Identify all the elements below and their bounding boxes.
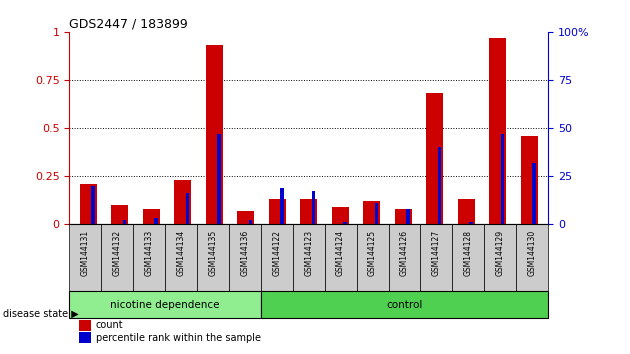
Bar [237, 211, 255, 224]
Bar [389, 224, 420, 291]
Bar [122, 220, 126, 224]
Bar [165, 224, 197, 291]
Text: GSM144131: GSM144131 [81, 229, 89, 276]
Text: GSM144122: GSM144122 [272, 229, 281, 275]
Bar [261, 291, 548, 318]
Text: GDS2447 / 183899: GDS2447 / 183899 [69, 18, 188, 31]
Bar [324, 224, 357, 291]
Bar [300, 199, 318, 224]
Bar [142, 209, 160, 224]
Bar [484, 224, 516, 291]
Text: percentile rank within the sample: percentile rank within the sample [96, 333, 261, 343]
Text: GSM144133: GSM144133 [145, 229, 154, 276]
Bar [69, 291, 261, 318]
Text: GSM144126: GSM144126 [400, 229, 409, 276]
Bar [197, 224, 229, 291]
Bar [293, 224, 324, 291]
Bar [217, 134, 221, 224]
Text: GSM144128: GSM144128 [464, 229, 472, 275]
Bar [420, 224, 452, 291]
Text: GSM144136: GSM144136 [241, 229, 249, 276]
Bar [79, 320, 91, 331]
Bar [452, 224, 484, 291]
Bar [185, 193, 189, 224]
Text: GSM144127: GSM144127 [432, 229, 441, 276]
Bar [489, 38, 507, 224]
Bar [457, 199, 475, 224]
Text: count: count [96, 320, 123, 330]
Bar [174, 180, 192, 224]
Bar [133, 224, 165, 291]
Text: GSM144130: GSM144130 [528, 229, 537, 276]
Bar [437, 147, 441, 224]
Bar [91, 186, 94, 224]
Bar [261, 224, 293, 291]
Bar [363, 201, 381, 224]
Bar [101, 224, 133, 291]
Text: disease state ▶: disease state ▶ [3, 308, 79, 318]
Text: GSM144135: GSM144135 [209, 229, 217, 276]
Bar [469, 222, 472, 224]
Bar [516, 224, 548, 291]
Bar [205, 45, 223, 224]
Bar [520, 136, 538, 224]
Bar [312, 192, 316, 224]
Text: GSM144129: GSM144129 [496, 229, 505, 276]
Bar [532, 162, 536, 224]
Bar [280, 188, 284, 224]
Bar [331, 207, 349, 224]
Bar [406, 209, 410, 224]
Bar [154, 218, 158, 224]
Text: GSM144123: GSM144123 [304, 229, 313, 276]
Bar [111, 205, 129, 224]
Bar [500, 134, 504, 224]
Bar [394, 209, 412, 224]
Bar [268, 199, 286, 224]
Text: control: control [386, 300, 423, 310]
Text: GSM144132: GSM144132 [113, 229, 122, 276]
Bar [79, 332, 91, 343]
Bar [357, 224, 389, 291]
Bar [343, 222, 347, 224]
Bar [374, 203, 378, 224]
Text: GSM144124: GSM144124 [336, 229, 345, 276]
Text: GSM144134: GSM144134 [176, 229, 185, 276]
Bar [79, 184, 97, 224]
Bar [426, 93, 444, 224]
Text: GSM144125: GSM144125 [368, 229, 377, 276]
Bar [69, 224, 101, 291]
Text: nicotine dependence: nicotine dependence [110, 300, 220, 310]
Bar [248, 220, 252, 224]
Bar [229, 224, 261, 291]
